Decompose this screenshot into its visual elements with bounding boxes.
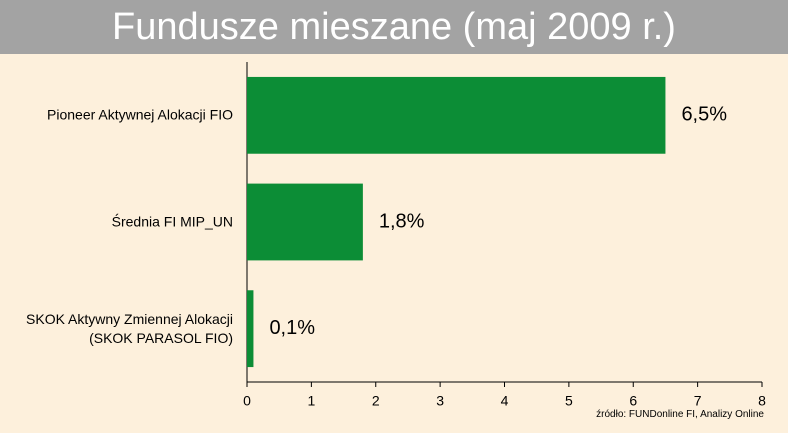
x-tick-label: 2: [372, 393, 380, 409]
x-tick-label: 5: [565, 393, 573, 409]
x-tick-label: 6: [629, 393, 637, 409]
bar: [247, 290, 254, 368]
value-label: 1,8%: [379, 210, 425, 232]
x-tick-label: 1: [307, 393, 315, 409]
category-label: SKOK Aktywny Zmiennej Alokacji (SKOK PAR…: [26, 310, 233, 346]
value-label: 0,1%: [269, 317, 315, 339]
category-label: Pioneer Aktywnej Alokacji FIO: [47, 106, 233, 123]
bar: [247, 76, 666, 154]
category-label: Średnia FI MIP_UN: [111, 213, 233, 230]
value-label: 6,5%: [681, 104, 727, 126]
x-tick-label: 7: [694, 393, 702, 409]
x-tick-label: 0: [243, 393, 251, 409]
x-tick-label: 8: [758, 393, 766, 409]
chart-title: Fundusze mieszane (maj 2009 r.): [0, 0, 788, 54]
source-note: źródło: FUNDonline FI, Analizy Online: [596, 409, 764, 420]
x-tick-label: 3: [436, 393, 444, 409]
x-tick-label: 4: [501, 393, 509, 409]
bar: [247, 183, 363, 261]
